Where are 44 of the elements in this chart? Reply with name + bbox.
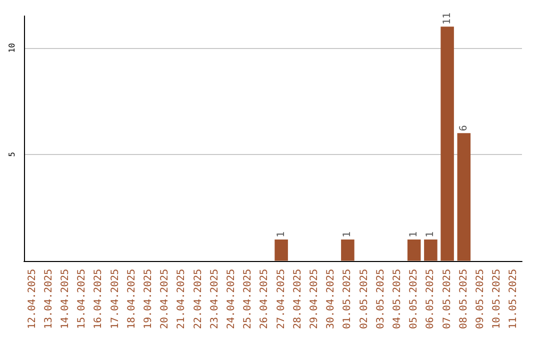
x-tick-label: 09.05.2025 [475, 268, 486, 330]
x-tick-label: 29.04.2025 [309, 268, 320, 330]
x-tick-label: 14.04.2025 [60, 268, 71, 330]
x-tick-label: 24.04.2025 [226, 268, 237, 330]
bar [440, 26, 454, 261]
x-tick-label: 08.05.2025 [458, 268, 470, 330]
data-label: 1 [342, 231, 354, 238]
x-tick-label: 22.04.2025 [192, 268, 204, 330]
x-tick-label: 26.04.2025 [259, 268, 270, 330]
x-tick-label: 18.04.2025 [126, 268, 138, 330]
bar [424, 240, 438, 261]
bar [341, 240, 354, 261]
bar [274, 240, 288, 261]
x-tick-label: 11.05.2025 [508, 268, 520, 330]
y-tick-label: 10 [8, 42, 16, 53]
y-tick-label: 5 [8, 152, 16, 157]
x-tick-label: 07.05.2025 [442, 268, 453, 330]
x-tick-label: 10.05.2025 [492, 268, 503, 330]
data-label: 6 [458, 125, 470, 132]
x-tick-label: 13.04.2025 [43, 268, 54, 330]
x-tick-label: 17.04.2025 [110, 268, 121, 330]
x-tick-label: 15.04.2025 [76, 268, 88, 330]
x-tick-label: 16.04.2025 [93, 268, 104, 330]
data-label: 1 [408, 231, 420, 238]
x-tick-label: 02.05.2025 [358, 268, 370, 330]
x-tick-label: 30.04.2025 [326, 268, 337, 330]
x-tick-label: 28.04.2025 [292, 268, 304, 330]
x-tick-label: 06.05.2025 [425, 268, 436, 330]
x-tick-label: 05.05.2025 [408, 268, 420, 330]
x-tick-label: 03.05.2025 [375, 268, 386, 330]
x-tick-label: 04.05.2025 [392, 268, 403, 330]
bar [457, 133, 471, 261]
x-tick-label: 25.04.2025 [242, 268, 254, 330]
data-label: 11 [442, 12, 453, 25]
x-tick-label: 20.04.2025 [160, 268, 171, 330]
bar [407, 240, 421, 261]
data-label: 1 [425, 231, 436, 238]
x-tick-label: 12.04.2025 [26, 268, 38, 330]
x-tick-label: 01.05.2025 [342, 268, 354, 330]
x-tick-label: 19.04.2025 [143, 268, 154, 330]
x-tick-label: 27.04.2025 [276, 268, 287, 330]
x-tick-label: 23.04.2025 [209, 268, 220, 330]
x-tick-label: 21.04.2025 [176, 268, 188, 330]
data-label: 1 [276, 231, 287, 238]
